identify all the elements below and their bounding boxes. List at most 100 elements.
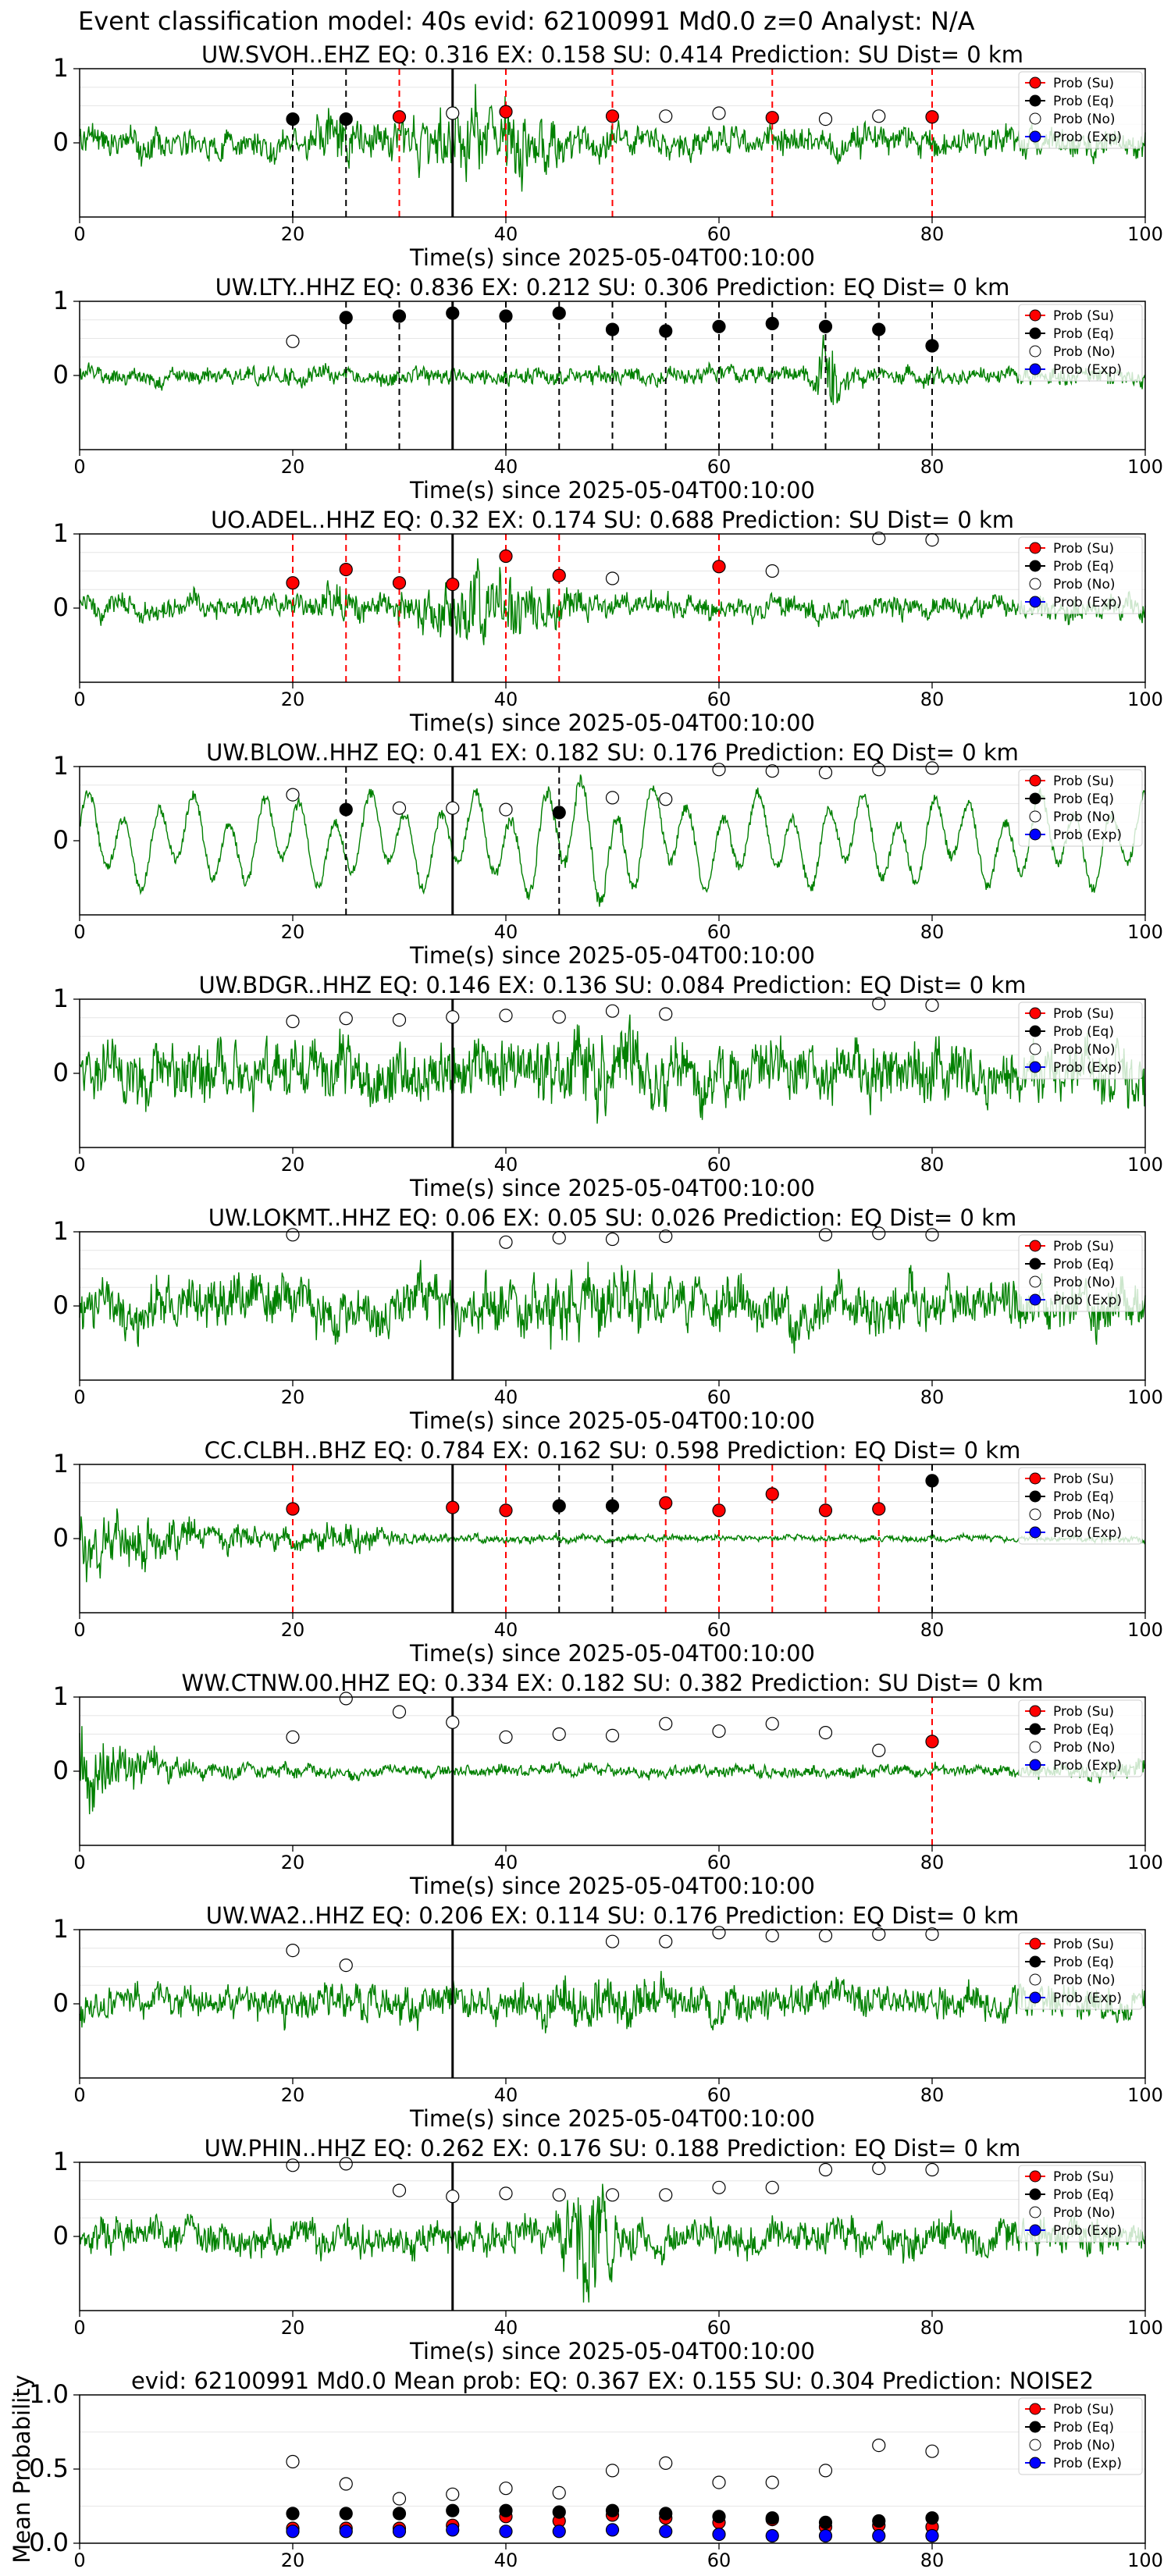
x-tick-label: 0 bbox=[73, 688, 85, 710]
prob-point bbox=[552, 1010, 566, 1024]
prob-point bbox=[818, 765, 833, 780]
prob-point bbox=[659, 1229, 673, 1244]
waveform-trace bbox=[79, 84, 1146, 192]
prob-point bbox=[446, 1715, 460, 1729]
prob-point bbox=[925, 761, 939, 775]
prob-point bbox=[925, 532, 939, 547]
panel-title: UW.SVOH..EHZ EQ: 0.316 EX: 0.158 SU: 0.4… bbox=[201, 41, 1023, 68]
mean-prob-point bbox=[712, 2475, 726, 2489]
legend-box bbox=[1018, 71, 1143, 149]
legend-marker bbox=[1029, 1705, 1041, 1717]
prob-point bbox=[659, 2188, 673, 2202]
prob-point bbox=[872, 1927, 886, 1941]
legend-box bbox=[1018, 536, 1143, 614]
legend-marker bbox=[1029, 2421, 1041, 2433]
panel-title: WW.CTNW.00.HHZ EQ: 0.334 EX: 0.182 SU: 0… bbox=[182, 1670, 1044, 1696]
prob-point bbox=[446, 801, 460, 815]
prob-point bbox=[872, 109, 886, 123]
prob-point bbox=[392, 309, 407, 323]
legend-label: Prob (Eq) bbox=[1053, 1955, 1114, 1970]
prob-point bbox=[765, 1487, 779, 1501]
legend-marker bbox=[1029, 792, 1041, 805]
prob-point bbox=[286, 1944, 300, 1958]
mean-prob-point bbox=[712, 2510, 726, 2524]
x-tick-label: 40 bbox=[494, 223, 518, 245]
legend-marker bbox=[1029, 1007, 1041, 1019]
legend-marker bbox=[1029, 1991, 1041, 2004]
legend-label: Prob (No) bbox=[1053, 809, 1116, 825]
prob-point bbox=[552, 1230, 566, 1245]
prob-point bbox=[339, 802, 353, 817]
waveform-trace bbox=[79, 558, 1146, 646]
x-axis-label: Time(s) since 2025-05-04T00:10:00 bbox=[409, 1175, 815, 1201]
prob-point bbox=[765, 1929, 779, 1943]
panel-title: UO.ADEL..HHZ EQ: 0.32 EX: 0.174 SU: 0.68… bbox=[211, 507, 1014, 533]
x-tick-label: 60 bbox=[707, 1154, 731, 1176]
y-tick-label: 1 bbox=[53, 286, 69, 315]
x-tick-label: 80 bbox=[920, 2084, 945, 2106]
prob-point bbox=[818, 1726, 833, 1740]
panel-title: UW.LOKMT..HHZ EQ: 0.06 EX: 0.05 SU: 0.02… bbox=[208, 1204, 1016, 1231]
panel-1: UW.SVOH..EHZ EQ: 0.316 EX: 0.158 SU: 0.4… bbox=[53, 41, 1163, 271]
x-tick-label: 100 bbox=[1127, 688, 1163, 710]
legend-marker bbox=[1029, 309, 1041, 322]
waveform-trace bbox=[79, 1508, 1146, 1582]
prob-point bbox=[392, 576, 407, 590]
x-tick-label: 0 bbox=[73, 2317, 85, 2339]
prob-point bbox=[659, 1007, 673, 1021]
legend-box bbox=[1018, 2165, 1143, 2243]
legend-label: Prob (Su) bbox=[1053, 308, 1114, 324]
x-tick-label: 0 bbox=[73, 2084, 85, 2106]
x-tick-label: 60 bbox=[707, 456, 731, 478]
mean-prob-point bbox=[392, 2524, 407, 2539]
legend-label: Prob (Su) bbox=[1053, 1006, 1114, 1022]
legend-label: Prob (Eq) bbox=[1053, 1722, 1114, 1738]
prob-point bbox=[499, 549, 513, 564]
panel-title: UW.LTY..HHZ EQ: 0.836 EX: 0.212 SU: 0.30… bbox=[215, 274, 1010, 301]
prob-point bbox=[286, 1014, 300, 1029]
legend-label: Prob (Eq) bbox=[1053, 2187, 1114, 2203]
mean-prob-point bbox=[659, 2524, 673, 2539]
prob-point bbox=[712, 1503, 726, 1517]
prob-point bbox=[286, 1228, 300, 1242]
mean-prob-point bbox=[872, 2528, 886, 2543]
waveform-trace bbox=[79, 774, 1146, 907]
y-tick-label: 0 bbox=[53, 2221, 69, 2250]
legend-marker bbox=[1029, 1741, 1041, 1753]
x-tick-label: 100 bbox=[1127, 921, 1163, 943]
x-tick-label: 20 bbox=[281, 1154, 305, 1176]
x-tick-label: 80 bbox=[920, 921, 945, 943]
waveform-trace bbox=[79, 1726, 1146, 1815]
waveform-trace bbox=[79, 1014, 1146, 1124]
prob-point bbox=[339, 311, 353, 325]
prob-point bbox=[605, 791, 620, 805]
x-tick-label: 20 bbox=[281, 1852, 305, 1873]
y-tick-label: 0 bbox=[53, 825, 69, 855]
prob-point bbox=[605, 1499, 620, 1513]
mean-prob-point bbox=[605, 2503, 620, 2517]
x-tick-label: 100 bbox=[1127, 1852, 1163, 1873]
x-axis-label: Time(s) since 2025-05-04T00:10:00 bbox=[409, 942, 815, 969]
y-tick-label: 1.0 bbox=[29, 2379, 69, 2409]
legend-label: Prob (Su) bbox=[1053, 1937, 1114, 1952]
mean-prob-point bbox=[446, 2503, 460, 2517]
y-tick-label: 1 bbox=[53, 2147, 69, 2176]
legend-label: Prob (Eq) bbox=[1053, 1024, 1114, 1040]
panel-6: UW.LOKMT..HHZ EQ: 0.06 EX: 0.05 SU: 0.02… bbox=[53, 1204, 1163, 1434]
legend: Prob (Su) Prob (Eq) Prob (No) Prob (Exp) bbox=[1018, 1002, 1143, 1080]
mean-prob-point bbox=[712, 2528, 726, 2542]
legend: Prob (Su) Prob (Eq) Prob (No) Prob (Exp) bbox=[1018, 536, 1143, 614]
prob-point bbox=[392, 801, 407, 815]
prob-point bbox=[605, 322, 620, 336]
x-tick-label: 60 bbox=[707, 1386, 731, 1408]
legend-marker bbox=[1029, 1043, 1041, 1055]
legend-marker bbox=[1029, 560, 1041, 572]
legend-marker bbox=[1029, 1025, 1041, 1037]
legend-label: Prob (Exp) bbox=[1053, 2223, 1122, 2239]
x-tick-label: 0 bbox=[73, 1154, 85, 1176]
legend-label: Prob (No) bbox=[1053, 2438, 1116, 2453]
legend-marker bbox=[1029, 1759, 1041, 1771]
legend-label: Prob (Exp) bbox=[1053, 2456, 1122, 2471]
prob-point bbox=[499, 1730, 513, 1744]
